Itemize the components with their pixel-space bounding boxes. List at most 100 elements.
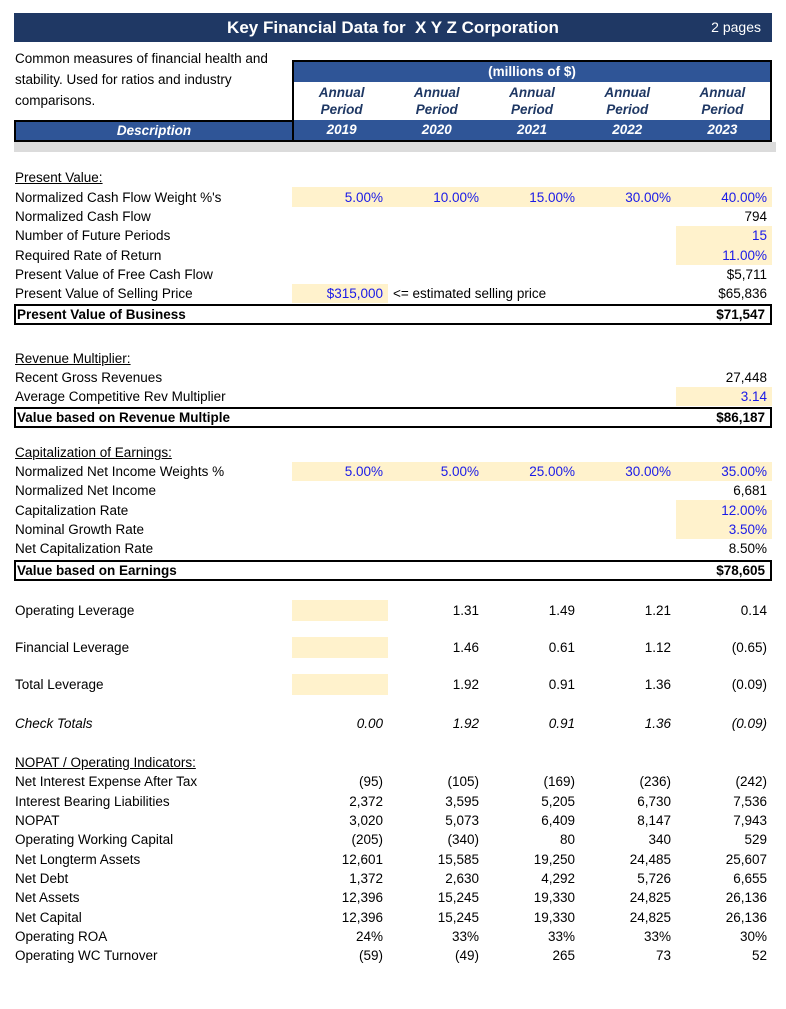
table-row: Recent Gross Revenues 27,448	[14, 368, 772, 387]
table-row: Operating Working Capital (205) (340) 80 340…	[14, 830, 772, 849]
table-row: Present Value of Selling Price $315,000 <=…	[14, 284, 772, 304]
table-row: Interest Bearing Liabilities 2,372 3,595 5,…	[14, 792, 772, 811]
header-left-column: Common measures of financial health and …	[14, 46, 292, 142]
value-cell: 8.50%	[728, 541, 767, 557]
period-header-2019: Annual Period	[294, 82, 389, 120]
value-cell: (0.09)	[731, 676, 767, 692]
value-cell	[484, 265, 580, 284]
row-label: Average Competitive Rev Multiplier	[15, 389, 226, 405]
row-label: Check Totals	[15, 715, 93, 731]
value-cell	[388, 539, 484, 558]
value-cell: 1,372	[349, 871, 383, 887]
table-row: Present Value of Free Cash Flow $5,711	[14, 265, 772, 284]
value-cell: 26,136	[725, 909, 767, 925]
value-cell: 340	[648, 832, 671, 848]
table-row: Operating WC Turnover (59) (49) 265 73 52	[14, 946, 772, 965]
period-line2: Period	[606, 102, 649, 117]
value-cell: 5.00%	[292, 187, 388, 207]
value-cell: (0.09)	[731, 715, 767, 731]
row-label: Normalized Cash Flow	[15, 208, 151, 224]
value-cell: 24%	[355, 929, 383, 945]
period-line2: Period	[511, 102, 554, 117]
section-heading: Present Value:	[14, 168, 772, 187]
value-cell: 3,595	[445, 793, 479, 809]
table-row: Normalized Net Income Weights % 5.00% 5.00…	[14, 461, 772, 482]
row-label: Required Rate of Return	[15, 247, 162, 263]
table-row: Normalized Net Income 6,681	[14, 481, 772, 500]
value-cell: (105)	[447, 774, 479, 790]
section-heading-text: Present Value:	[15, 170, 103, 186]
year-header-2019: 2019	[326, 122, 357, 137]
section-heading-text: NOPAT / Operating Indicators:	[15, 755, 196, 771]
value-cell	[388, 387, 484, 406]
row-label: Recent Gross Revenues	[15, 369, 163, 385]
row-label: Operating Working Capital	[15, 832, 174, 848]
value-cell: 1.31	[452, 602, 479, 618]
value-cell	[388, 500, 484, 519]
value-cell: 1.92	[452, 676, 479, 692]
row-label: Normalized Net Income Weights %	[15, 463, 225, 479]
value-cell: 5,726	[637, 871, 671, 887]
value-cell: 5.00%	[292, 461, 388, 482]
table-row: Operating ROA 24% 33% 33% 33% 30%	[14, 927, 772, 946]
value-cell	[580, 265, 676, 284]
value-cell	[388, 368, 484, 387]
value-cell: 3,020	[349, 813, 383, 829]
total-row: Value based on Revenue Multiple $86,187	[14, 407, 772, 429]
year-header-2021: 2021	[516, 122, 548, 137]
intro-text: Common measures of financial health and …	[15, 51, 268, 108]
total-row: Value based on Earnings $78,605	[14, 559, 772, 581]
value-cell: 5,205	[541, 793, 575, 809]
value-cell: (242)	[735, 774, 767, 790]
table-row: Normalized Cash Flow Weight %'s 5.00% 10.0…	[14, 187, 772, 207]
section-heading: Revenue Multiplier:	[14, 348, 772, 367]
value-cell: 12,601	[341, 851, 383, 867]
period-header-2021: Annual Period	[484, 82, 579, 120]
value-cell	[388, 226, 484, 245]
value-cell: 6,409	[541, 813, 575, 829]
table-row: Net Debt 1,372 2,630 4,292 5,726 6,655	[14, 869, 772, 888]
period-row: Annual Period Annual Period Annual Perio…	[294, 82, 770, 120]
value-cell: 1.21	[644, 602, 671, 618]
value-cell: (49)	[454, 948, 479, 964]
total-value: $71,547	[716, 307, 765, 323]
value-cell	[484, 368, 580, 387]
value-cell: $5,711	[726, 266, 767, 282]
value-cell	[484, 245, 580, 264]
table-row: Average Competitive Rev Multiplier 3.14	[14, 387, 772, 407]
value-cell	[484, 500, 580, 519]
value-cell: 12,396	[341, 890, 383, 906]
note-text: <= estimated selling price	[393, 286, 547, 302]
value-cell	[484, 481, 580, 500]
value-cell: 35.00%	[676, 461, 772, 482]
period-header-2020: Annual Period	[389, 82, 484, 120]
value-cell: $65,836	[718, 286, 767, 302]
value-cell	[388, 245, 484, 264]
value-cell: 8,147	[637, 813, 671, 829]
value-cell: 4,292	[541, 871, 575, 887]
value-cell: 794	[744, 208, 767, 224]
value-cell	[580, 539, 676, 558]
value-cell: (205)	[351, 832, 383, 848]
value-cell	[580, 481, 676, 500]
value-cell	[484, 226, 580, 245]
table-row: Normalized Cash Flow 794	[14, 207, 772, 226]
table-row: Check Totals 0.00 1.92 0.91 1.36 (0.09)	[14, 714, 772, 733]
total-label: Present Value of Business	[17, 307, 186, 323]
row-label: Total Leverage	[15, 676, 104, 692]
row-label: Financial Leverage	[15, 639, 130, 655]
value-cell: 0.14	[740, 602, 767, 618]
period-line2: Period	[701, 102, 744, 117]
value-cell: 12.00%	[676, 500, 772, 520]
table-row: Net Longterm Assets 12,601 15,585 19,250 24,…	[14, 850, 772, 869]
value-cell: 1.12	[644, 639, 671, 655]
value-cell	[484, 207, 580, 226]
value-cell: 1.92	[452, 715, 479, 731]
value-cell: 52	[751, 948, 767, 964]
total-value: $86,187	[716, 410, 765, 426]
value-cell: 33%	[643, 929, 671, 945]
period-line1: Annual	[318, 85, 365, 100]
page-title: Key Financial Data for X Y Z Corporation	[227, 18, 559, 37]
table-row: Net Capital 12,396 15,245 19,330 24,825 26,13…	[14, 908, 772, 927]
total-row: Present Value of Business $71,547	[14, 304, 772, 326]
